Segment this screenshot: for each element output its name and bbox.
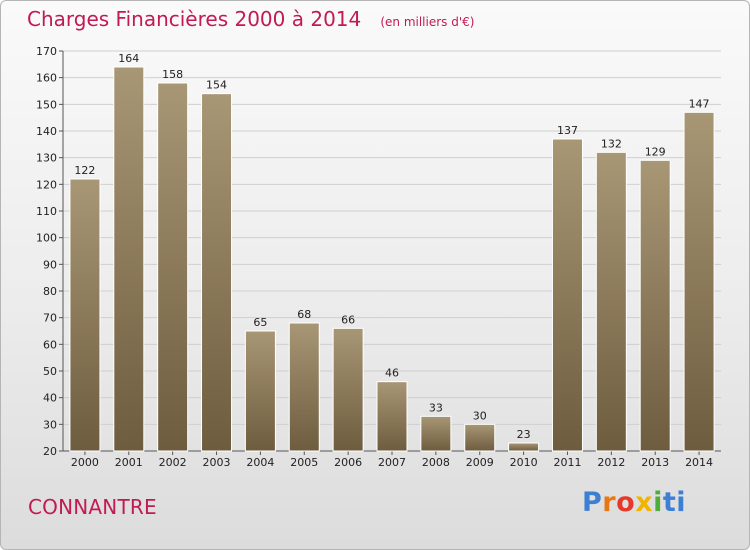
x-tick-label: 2010 <box>510 456 538 469</box>
chart-subtitle: (en milliers d'€) <box>380 15 475 29</box>
y-tick-label: 90 <box>43 258 57 271</box>
y-tick-label: 160 <box>36 72 57 85</box>
data-label: 154 <box>206 79 227 92</box>
y-tick-label: 120 <box>36 178 57 191</box>
data-label: 68 <box>297 308 311 321</box>
bar <box>69 178 101 452</box>
x-tick-label: 2011 <box>553 456 581 469</box>
data-label: 132 <box>601 137 622 150</box>
x-tick-label: 2000 <box>71 456 99 469</box>
proxiti-logo: Proxiti <box>582 487 687 518</box>
bar <box>288 322 320 452</box>
y-tick-label: 30 <box>43 418 57 431</box>
x-tick-label: 2004 <box>246 456 274 469</box>
data-label: 129 <box>645 145 666 158</box>
x-tick-label: 2001 <box>115 456 143 469</box>
y-tick-label: 130 <box>36 152 57 165</box>
data-label: 137 <box>557 124 578 137</box>
x-tick-label: 2009 <box>466 456 494 469</box>
bar <box>595 151 627 452</box>
title-row: Charges Financières 2000 à 2014 (en mill… <box>27 7 474 31</box>
bar <box>113 66 145 452</box>
y-tick-label: 60 <box>43 338 57 351</box>
y-tick-label: 70 <box>43 312 57 325</box>
place-name: CONNANTRE <box>28 495 157 519</box>
data-label: 33 <box>429 401 443 414</box>
x-tick-label: 2003 <box>203 456 231 469</box>
y-tick-label: 80 <box>43 285 57 298</box>
data-label: 147 <box>689 97 710 110</box>
chart-title: Charges Financières 2000 à 2014 <box>27 7 362 31</box>
data-label: 66 <box>341 313 355 326</box>
data-label: 164 <box>118 52 139 65</box>
bar <box>551 138 583 452</box>
data-label: 158 <box>162 68 183 81</box>
y-tick-label: 170 <box>36 45 57 58</box>
bar <box>464 423 496 452</box>
y-tick-label: 20 <box>43 445 57 458</box>
data-label: 46 <box>385 367 399 380</box>
y-tick-label: 110 <box>36 205 57 218</box>
data-label: 65 <box>253 316 267 329</box>
bar <box>639 159 671 452</box>
y-tick-label: 40 <box>43 392 57 405</box>
bar <box>420 415 452 452</box>
y-tick-label: 100 <box>36 232 57 245</box>
x-tick-label: 2007 <box>378 456 406 469</box>
x-tick-label: 2005 <box>290 456 318 469</box>
labels: 122 164 158 154 65 68 66 46 33 30 23 137 132 129 147 <box>74 52 709 441</box>
y-tick-label: 140 <box>36 125 57 138</box>
bar <box>244 330 276 452</box>
y-tick-label: 50 <box>43 365 57 378</box>
bar <box>376 381 408 452</box>
bar <box>508 442 540 452</box>
data-label: 122 <box>74 164 95 177</box>
bar <box>201 93 233 452</box>
x-tick-label: 2002 <box>159 456 187 469</box>
x-tick-label: 2012 <box>597 456 625 469</box>
bar <box>157 82 189 452</box>
x-tick-label: 2008 <box>422 456 450 469</box>
y-tick-label: 150 <box>36 98 57 111</box>
x-tick-label: 2006 <box>334 456 362 469</box>
data-label: 30 <box>473 409 487 422</box>
data-label: 23 <box>517 428 531 441</box>
x-tick-label: 2013 <box>641 456 669 469</box>
x-tick-label: 2014 <box>685 456 713 469</box>
bar <box>683 111 715 452</box>
bars <box>69 66 715 452</box>
bar <box>332 327 364 452</box>
